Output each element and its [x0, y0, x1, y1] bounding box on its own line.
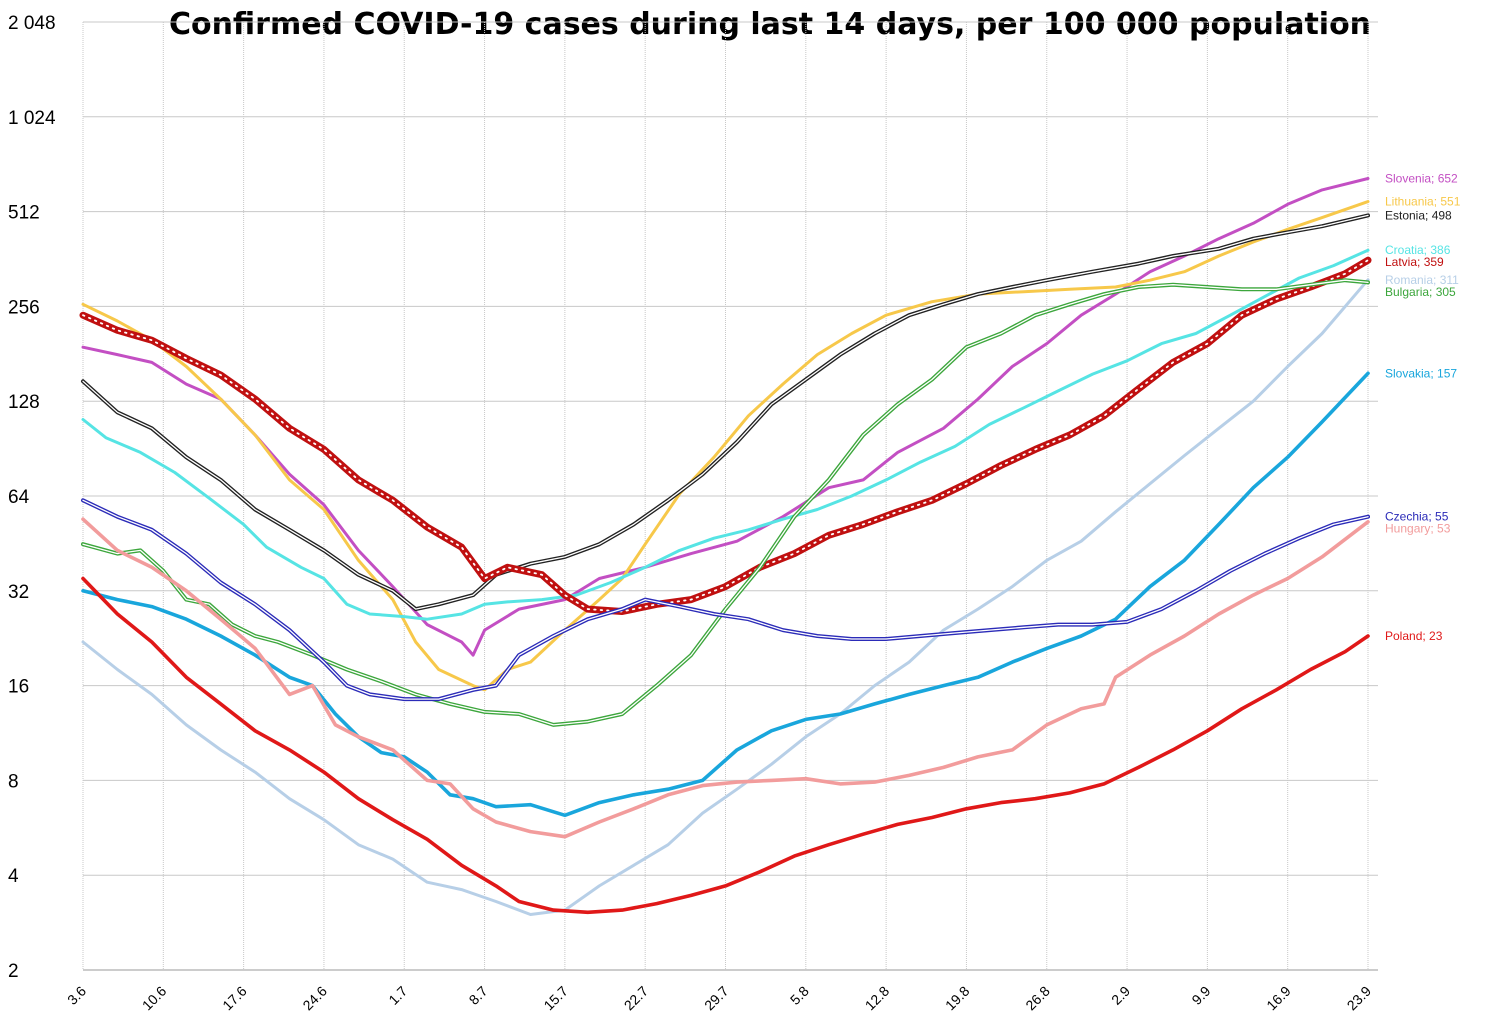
y-tick-label: 4	[8, 866, 19, 887]
end-label-hungary: Hungary; 53	[1385, 522, 1451, 536]
y-tick-label: 2	[8, 961, 19, 982]
x-tick-label: 24.6	[299, 983, 330, 1014]
series-line-slovakia	[81, 371, 1370, 818]
x-tick-label: 22.7	[621, 983, 652, 1014]
x-tick-label: 5.8	[787, 983, 812, 1008]
end-label-lithuania: Lithuania; 551	[1385, 195, 1461, 209]
series-line-czechia	[81, 498, 1370, 702]
end-label-croatia: Croatia; 386	[1385, 243, 1451, 257]
y-tick-label: 128	[8, 392, 40, 413]
x-tick-label: 19.8	[942, 983, 973, 1014]
series-line-romania	[81, 278, 1370, 916]
x-tick-label: 26.8	[1022, 983, 1053, 1014]
x-tick-label: 3.6	[64, 983, 89, 1008]
y-tick-label: 16	[8, 677, 29, 698]
y-tick-label: 1 024	[8, 108, 56, 129]
end-label-estonia: Estonia; 498	[1385, 208, 1452, 222]
end-label-latvia: Latvia; 359	[1385, 255, 1444, 269]
end-label-poland: Poland; 23	[1385, 629, 1443, 643]
x-axis-ticks: 3.6 10.6 17.6 24.6 1.7 8.7 15.7 22.7 29.7 5.8 12.8…	[64, 983, 1374, 1014]
x-tick-label: 10.6	[139, 983, 170, 1014]
series-line-latvia	[79, 256, 1372, 615]
x-tick-label: 16.9	[1263, 983, 1294, 1014]
y-tick-label: 2 048	[8, 13, 56, 34]
end-label-romania: Romania; 311	[1385, 273, 1459, 287]
series-line-slovenia	[81, 177, 1370, 657]
end-label-bulgaria: Bulgaria; 305	[1385, 285, 1456, 299]
chart-title: Confirmed COVID-19 cases during last 14 …	[169, 7, 1371, 42]
x-tick-label: 9.9	[1188, 983, 1213, 1008]
series-lines	[79, 177, 1372, 916]
series-line-bulgaria	[81, 278, 1370, 727]
series-line-croatia	[81, 248, 1370, 621]
y-tick-label: 64	[8, 487, 30, 508]
x-tick-label: 23.9	[1344, 983, 1375, 1014]
x-tick-label: 15.7	[540, 983, 571, 1014]
x-tick-label: 8.7	[466, 983, 491, 1008]
x-tick-label: 29.7	[701, 983, 732, 1014]
end-label-czechia: Czechia; 55	[1385, 510, 1449, 524]
y-tick-label: 8	[8, 771, 19, 792]
y-tick-label: 32	[8, 582, 29, 603]
series-line-poland	[81, 576, 1370, 915]
series-line-lithuania	[81, 200, 1370, 692]
x-tick-label: 12.8	[862, 983, 893, 1014]
y-axis-ticks: 2 4 8 16 32 64 128 256 512 1 024 2 048	[8, 13, 56, 982]
end-label-slovakia: Slovakia; 157	[1385, 366, 1457, 380]
grid	[82, 21, 1378, 971]
y-tick-label: 512	[8, 203, 40, 224]
x-tick-label: 2.9	[1108, 983, 1133, 1008]
end-label-slovenia: Slovenia; 652	[1385, 172, 1458, 186]
series-line-hungary	[81, 517, 1370, 839]
series-line-estonia	[81, 213, 1370, 612]
x-tick-label: 1.7	[385, 983, 410, 1008]
x-tick-label: 17.6	[219, 983, 250, 1014]
y-tick-label: 256	[8, 297, 40, 318]
